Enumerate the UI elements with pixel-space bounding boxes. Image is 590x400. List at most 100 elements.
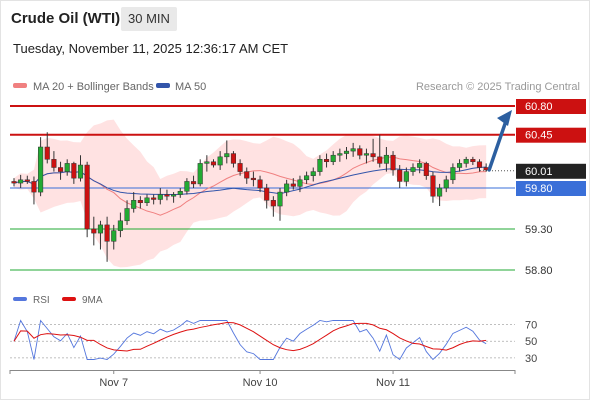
level-tag-resistance [516, 99, 586, 114]
candle [191, 175, 197, 188]
level-tag-resistance [516, 127, 586, 143]
candle [144, 194, 150, 207]
x-tick-label: Nov 7 [99, 377, 128, 389]
candle [357, 145, 363, 160]
candle [270, 196, 276, 217]
candle [237, 159, 243, 176]
chart-header: Crude Oil (WTI) 30 MIN [0, 0, 590, 36]
level-label: 58.80 [525, 265, 553, 277]
candle [157, 188, 163, 205]
level-label: 59.30 [525, 224, 553, 236]
candle [304, 171, 310, 184]
moving-averages [13, 156, 487, 216]
candle [250, 171, 256, 187]
candle [117, 212, 123, 238]
candle [84, 161, 90, 238]
rsi-ma-legend-label: 9MA [82, 295, 103, 306]
ma50-swatch [156, 83, 170, 88]
candle [111, 224, 117, 250]
rsi-swatch [13, 297, 27, 301]
candle [264, 183, 270, 209]
candle [171, 192, 177, 203]
x-tick-label: Nov 11 [376, 377, 410, 389]
candle [410, 163, 416, 176]
candle [230, 151, 236, 168]
candle [164, 189, 170, 201]
candle [350, 142, 356, 157]
candle [390, 151, 396, 176]
candle [224, 140, 230, 164]
bollinger-band-area [14, 119, 487, 268]
candle [51, 151, 57, 172]
candle [64, 159, 70, 176]
projection-arrow [487, 110, 512, 172]
timestamp: Tuesday, November 11, 2025 12:36:17 AM C… [13, 41, 289, 56]
candle [337, 148, 343, 162]
candle [363, 148, 369, 164]
level-tag-current [516, 163, 586, 179]
candle [297, 175, 303, 193]
level-label: 60.01 [525, 166, 553, 178]
candle [131, 192, 137, 213]
rsi-ma-swatch [62, 297, 76, 301]
ma20-legend-label: MA 20 + Bollinger Bands [33, 81, 154, 93]
candle [370, 138, 376, 162]
candle [330, 151, 336, 166]
candle [58, 161, 64, 180]
candle [44, 132, 50, 164]
level-label: 59.80 [525, 183, 553, 195]
candle [204, 155, 210, 172]
projection-arrow-head [497, 110, 512, 126]
research-credit: Research © 2025 Trading Central [416, 81, 580, 93]
rsi-legend-label: RSI [33, 295, 50, 306]
candle [137, 196, 143, 209]
candle [317, 155, 323, 176]
candle [457, 159, 463, 172]
projection-arrow-shaft [487, 116, 509, 172]
x-axis: Nov 7 Nov 10 Nov 11 [9, 370, 516, 389]
candle [24, 175, 30, 184]
candle [11, 178, 17, 187]
candle [91, 216, 97, 246]
level-label: 60.45 [525, 130, 553, 142]
candle [97, 220, 104, 250]
candle [210, 159, 217, 168]
candle [403, 167, 409, 187]
rsi-line [13, 319, 487, 361]
candle [184, 178, 190, 195]
rsi-legend: RSI 9MA [13, 295, 103, 306]
candle [284, 179, 290, 197]
candle [31, 176, 37, 205]
candle [244, 167, 250, 184]
candle [18, 174, 24, 188]
timeframe-badge[interactable]: 30 MIN [121, 7, 177, 31]
ma50-legend-label: MA 50 [175, 81, 206, 93]
candle [450, 163, 456, 184]
candle [217, 151, 223, 170]
candle [257, 175, 263, 193]
candle [277, 188, 283, 221]
rsi-level-label: 30 [525, 353, 537, 365]
candle [197, 159, 203, 187]
candle [423, 161, 429, 180]
candlesticks [11, 132, 489, 262]
candle [470, 156, 476, 166]
level-tag-pivot [516, 181, 586, 196]
candle [151, 194, 157, 205]
candle [443, 175, 449, 193]
x-tick-label: Nov 10 [243, 377, 278, 389]
candle [290, 178, 296, 190]
candle [324, 153, 330, 168]
candle [71, 161, 77, 184]
rsi-panel: 70 50 30 [10, 319, 537, 365]
main-legend: MA 20 + Bollinger Bands MA 50 Research ©… [13, 81, 580, 93]
candle [177, 188, 183, 198]
ma50-line [13, 166, 487, 195]
candle [430, 171, 436, 203]
rsi-level-label: 50 [525, 336, 537, 348]
level-labels: 60.80 60.45 60.01 59.80 59.30 58.80 [516, 99, 586, 277]
candle [476, 159, 483, 172]
rsi-ma-line [13, 321, 487, 352]
rsi-level-label: 70 [525, 320, 537, 332]
